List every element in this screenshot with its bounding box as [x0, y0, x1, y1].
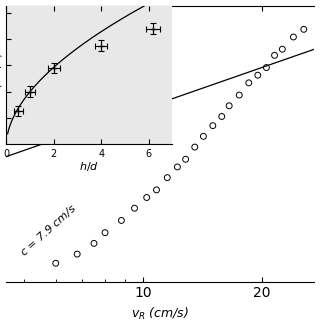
Point — [227, 103, 232, 108]
Point — [53, 261, 58, 266]
Point — [132, 206, 137, 211]
Point — [201, 134, 206, 139]
Point — [175, 164, 180, 170]
Point — [264, 65, 269, 70]
Point — [219, 114, 224, 119]
X-axis label: $v_R$ (cm/s): $v_R$ (cm/s) — [131, 306, 189, 320]
Point — [165, 175, 170, 180]
Point — [210, 123, 215, 128]
Point — [291, 35, 296, 40]
Point — [301, 27, 306, 32]
Point — [119, 218, 124, 223]
Point — [102, 230, 108, 235]
Point — [255, 73, 260, 78]
Point — [144, 195, 149, 200]
Point — [183, 157, 188, 162]
Point — [192, 145, 197, 150]
Point — [92, 241, 97, 246]
Point — [75, 252, 80, 257]
Point — [237, 92, 242, 98]
Point — [272, 53, 277, 58]
Text: $c$ = 7.9 cm/s: $c$ = 7.9 cm/s — [18, 201, 80, 259]
Point — [246, 80, 251, 85]
Point — [154, 187, 159, 192]
Point — [280, 47, 285, 52]
